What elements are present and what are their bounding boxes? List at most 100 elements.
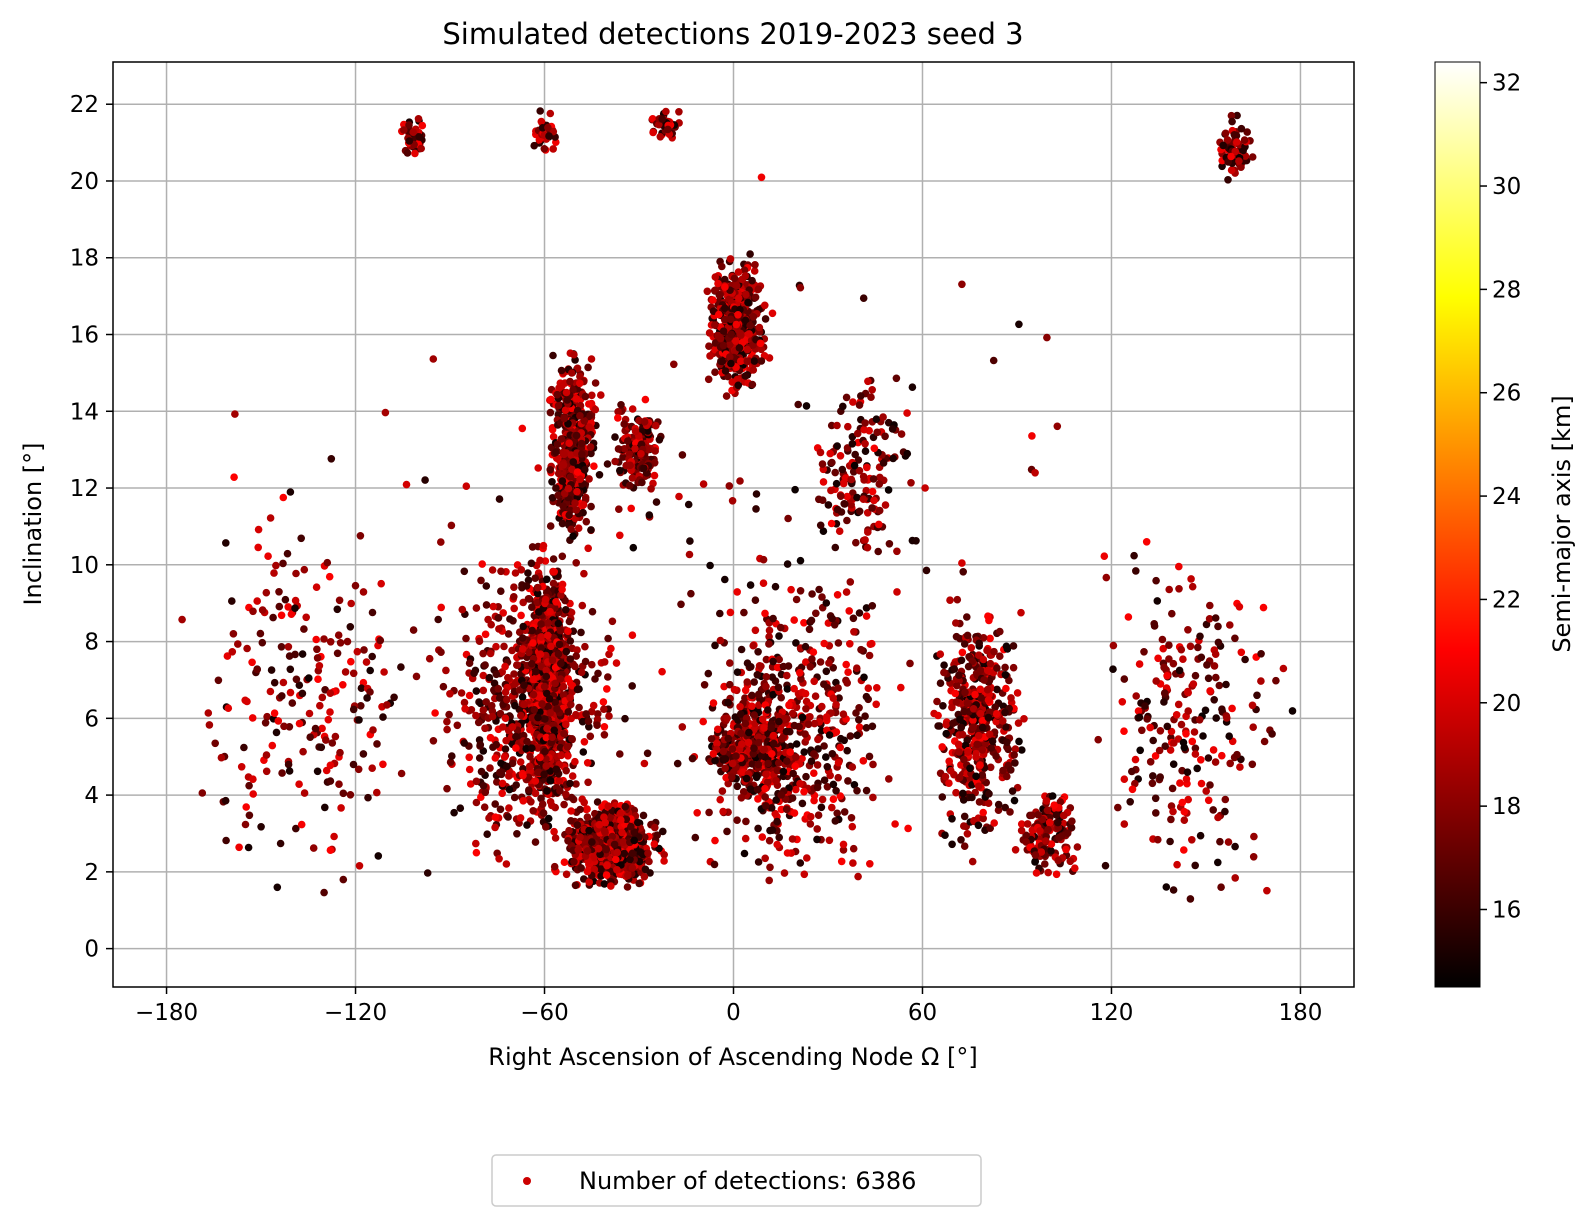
detection-point (504, 813, 512, 821)
detection-point (543, 575, 551, 584)
detection-point (651, 823, 659, 832)
detection-point (510, 670, 518, 678)
detection-point (502, 860, 511, 868)
detection-point (511, 569, 520, 577)
detection-point (897, 683, 905, 692)
detection-point (442, 666, 450, 675)
detection-point (1014, 719, 1023, 727)
detection-point (734, 311, 742, 319)
detection-point (550, 827, 558, 836)
detection-point (945, 779, 953, 787)
detection-point (1218, 162, 1226, 171)
detection-point (551, 834, 560, 842)
detection-point (472, 777, 481, 786)
detection-point (517, 611, 525, 620)
detection-point (568, 735, 576, 743)
detection-point (761, 793, 769, 801)
detection-point (535, 608, 543, 616)
detection-point (579, 501, 588, 509)
detection-point (716, 795, 724, 804)
detection-point (519, 645, 527, 653)
detection-point (628, 474, 637, 482)
detection-point (1001, 671, 1010, 679)
detection-point (576, 412, 584, 420)
detection-point (600, 827, 609, 835)
detection-point (994, 800, 1003, 809)
detection-point (472, 798, 481, 807)
detection-point (761, 315, 770, 323)
detection-point (516, 814, 525, 822)
detection-point (611, 433, 619, 441)
detection-point (1003, 772, 1011, 781)
detection-point (1031, 851, 1040, 859)
detection-point (573, 646, 581, 654)
detection-point (626, 855, 634, 864)
detection-point (612, 659, 621, 667)
detection-point (573, 487, 581, 496)
detection-point (738, 338, 747, 347)
detection-point (987, 744, 995, 752)
detection-point (740, 266, 749, 275)
detection-point (561, 596, 569, 605)
detection-point (499, 723, 507, 731)
detection-point (541, 715, 549, 723)
detection-point (552, 484, 560, 492)
detection-point (812, 609, 820, 618)
detection-point (782, 727, 791, 736)
detection-point (523, 737, 531, 746)
detection-point (510, 604, 518, 613)
detection-point (600, 880, 609, 888)
detection-point (590, 462, 598, 471)
detection-point (652, 421, 660, 430)
detection-point (1067, 823, 1076, 832)
detection-point (1060, 811, 1068, 820)
detection-point (1066, 857, 1075, 866)
detection-point (594, 669, 602, 678)
detection-point (741, 316, 750, 325)
detection-point (538, 800, 547, 808)
detection-point (558, 382, 566, 390)
detection-point (519, 622, 527, 631)
detection-point (580, 417, 589, 425)
detection-point (623, 883, 632, 891)
detection-point (711, 321, 719, 329)
detection-point (774, 759, 783, 767)
detection-point (709, 296, 717, 304)
detection-point (813, 825, 821, 833)
detection-point (564, 484, 573, 493)
detection-point (572, 395, 581, 403)
detection-point (577, 628, 585, 637)
detection-point (960, 822, 968, 830)
detection-point (587, 449, 595, 458)
detection-point (737, 729, 745, 738)
detection-point (637, 450, 645, 458)
detection-point (792, 740, 801, 748)
detection-point (562, 606, 570, 614)
detection-point (418, 121, 427, 130)
detection-point (985, 790, 993, 798)
detection-point (530, 706, 539, 714)
detection-point (557, 751, 566, 760)
detection-point (726, 608, 735, 617)
detection-point (462, 634, 470, 643)
detection-point (1011, 846, 1020, 854)
detection-point (865, 752, 874, 761)
detection-point (765, 640, 773, 648)
detection-point (634, 818, 642, 827)
detection-point (488, 701, 496, 710)
detection-point (728, 378, 737, 386)
detection-point (763, 778, 772, 786)
detection-point (839, 710, 848, 718)
detection-point (534, 744, 542, 752)
detection-point (492, 642, 500, 651)
detection-point (1017, 820, 1026, 828)
detection-point (1006, 808, 1014, 816)
detection-point (952, 619, 960, 627)
detection-point (979, 655, 988, 664)
detection-point (734, 268, 743, 276)
detection-point (721, 315, 729, 324)
detection-point (557, 435, 566, 443)
detection-point (475, 637, 484, 645)
detection-point (403, 149, 412, 157)
detection-point (591, 675, 599, 683)
